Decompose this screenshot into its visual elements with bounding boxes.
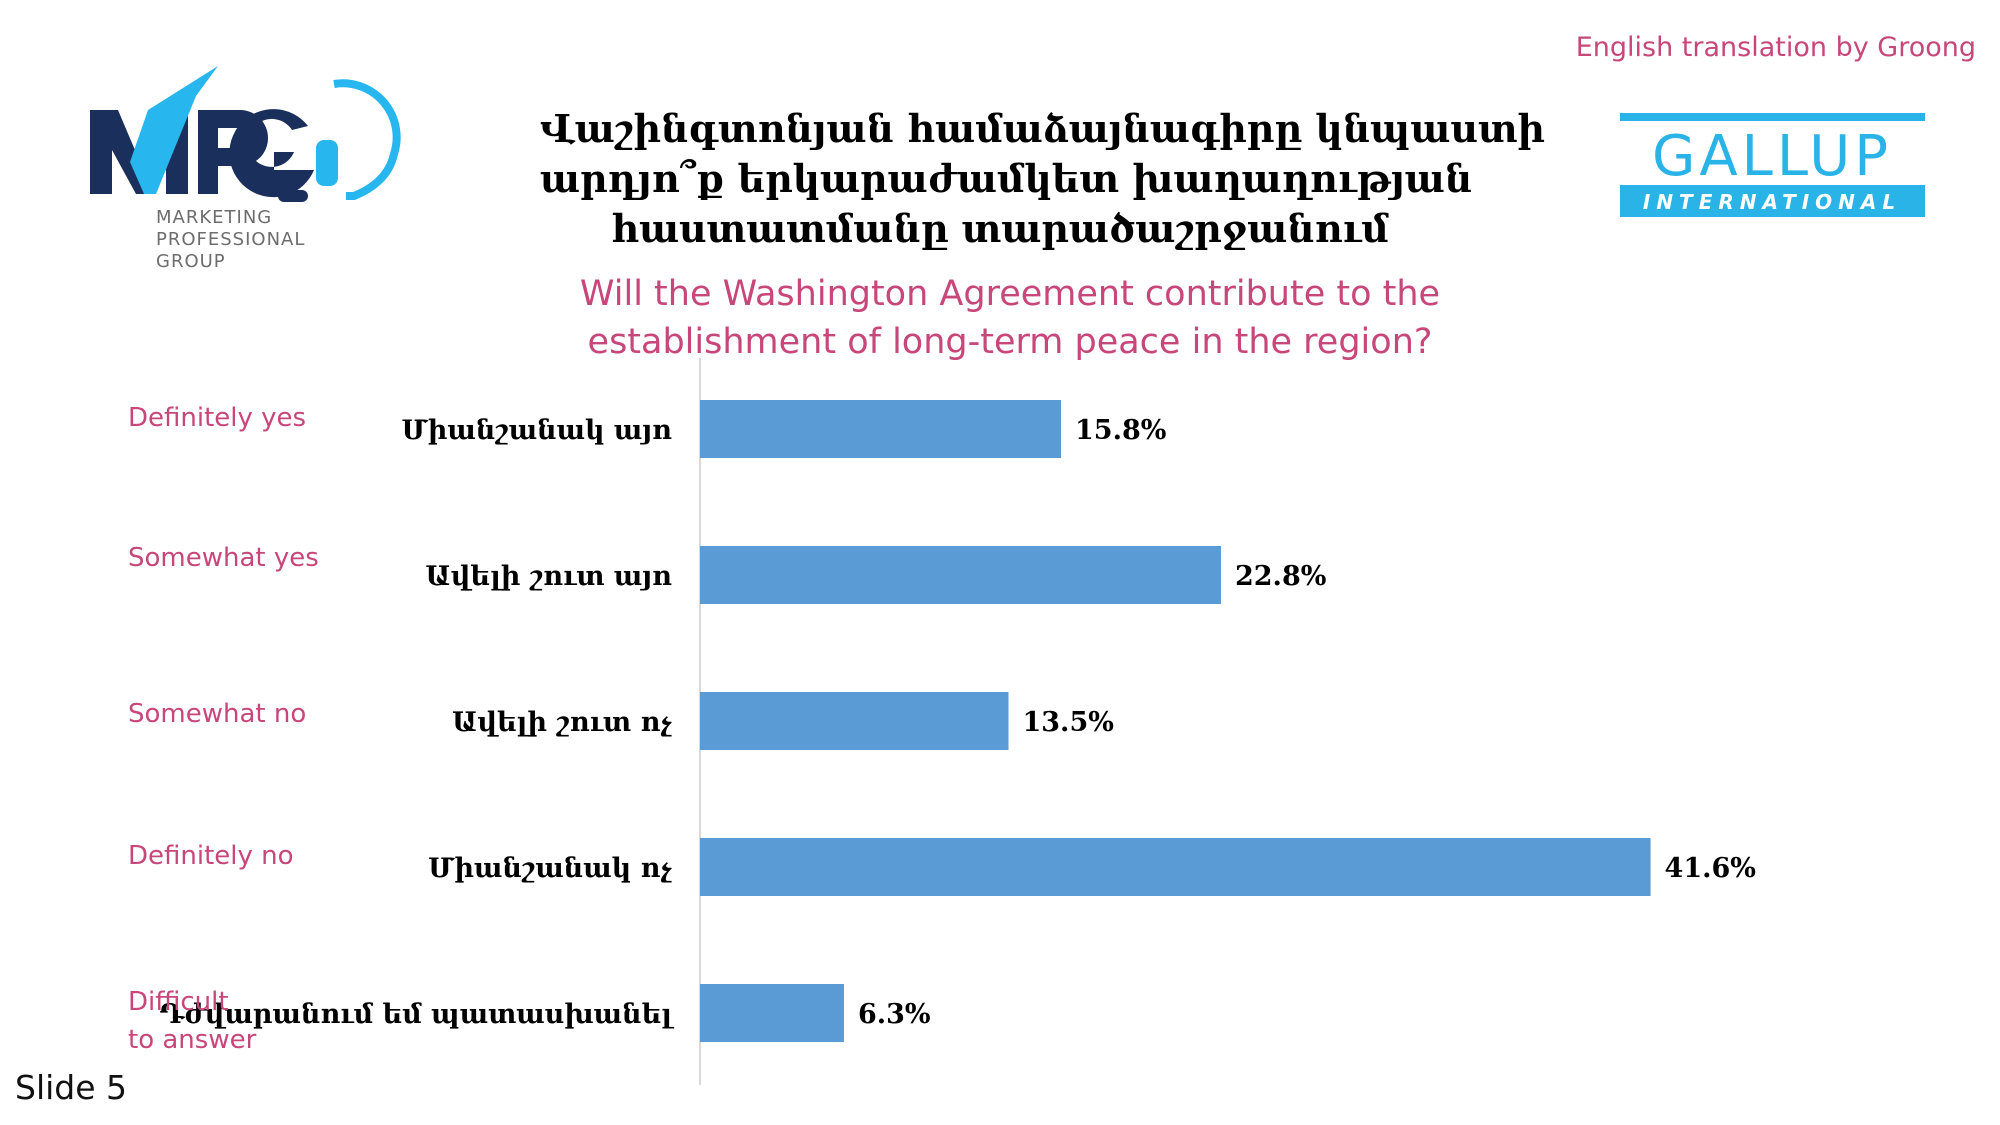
category-label: Դժվարանում եմ պատասխանել (160, 999, 675, 1030)
category-label-english: Definitely no (128, 841, 294, 871)
data-label: 15.8% (1075, 415, 1166, 446)
data-label: 22.8% (1235, 561, 1326, 592)
slide-number: Slide 5 (15, 1068, 128, 1107)
category-label: Ավելի շուտ ոչ (452, 707, 672, 738)
title-arm-line: արդյո՞ք երկարաժամկետ խաղաղության (540, 156, 1473, 201)
category-label-english: Difficult (128, 987, 229, 1017)
mpg-logo (90, 66, 401, 202)
translation-credit: English translation by Groong (1575, 32, 1976, 63)
mpg-tagline: MARKETING PROFESSIONAL GROUP (156, 207, 305, 273)
mpg-tagline-line: PROFESSIONAL (156, 229, 306, 250)
category-label: Միանշանակ ոչ (428, 853, 672, 884)
chart-title-armenian: Վաշինգտոնյան համաձայնագիրը կնպաստի արդյո… (540, 104, 1546, 254)
data-label: 6.3% (858, 999, 931, 1030)
mpg-tagline-line: MARKETING (156, 207, 273, 228)
data-label: 13.5% (1022, 707, 1113, 738)
bar (700, 400, 1062, 458)
category-label-english: Somewhat no (128, 699, 306, 729)
title-arm-line: հաստատմանը տարածաշրջանում (611, 206, 1389, 251)
bar (700, 838, 1651, 896)
gallup-sub: INTERNATIONAL (1643, 190, 1901, 214)
title-en-line: Will the Washington Agreement contribute… (579, 274, 1441, 314)
bar (700, 546, 1221, 604)
title-en-line: establishment of long-term peace in the … (587, 322, 1433, 362)
gallup-logo: GALLUP INTERNATIONAL (1620, 113, 1925, 217)
data-label: 41.6% (1665, 853, 1756, 884)
category-label: Ավելի շուտ այո (425, 561, 672, 592)
mpg-logo-mark (90, 66, 401, 202)
category-label: Միանշանակ այո (401, 415, 672, 446)
bar (700, 984, 844, 1042)
category-label-english: to answer (128, 1025, 257, 1055)
bar (700, 692, 1009, 750)
title-arm-line: Վաշինգտոնյան համաձայնագիրը կնպաստի (540, 106, 1546, 151)
category-label-english: Definitely yes (128, 403, 306, 433)
chart-title-english: Will the Washington Agreement contribute… (540, 270, 1480, 366)
mpg-tagline-line: GROUP (156, 251, 226, 272)
category-label-english: Somewhat yes (128, 543, 319, 573)
gallup-wordmark: GALLUP (1652, 124, 1892, 189)
